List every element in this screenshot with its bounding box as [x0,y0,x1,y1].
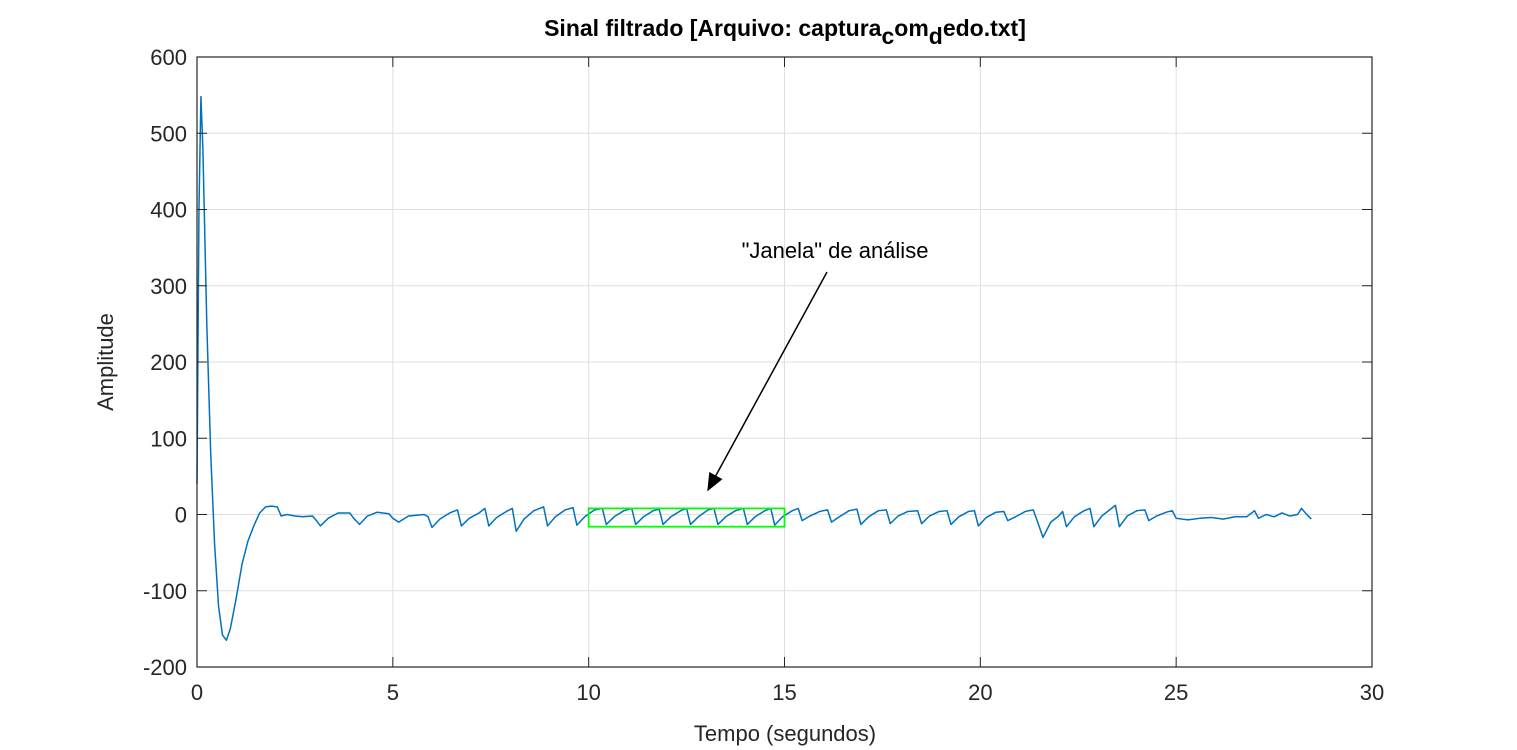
x-tick-label: 5 [387,680,399,705]
title-part: om [894,15,929,41]
x-axis-label: Tempo (segundos) [694,721,876,746]
annotation-arrow [707,271,828,492]
y-tick-label: 200 [150,350,187,375]
signal-line [196,95,1312,642]
y-axis-label: Amplitude [93,313,118,411]
y-tick-label: 100 [150,426,187,451]
x-tick-label: 15 [772,680,796,705]
x-tick-label: 20 [968,680,992,705]
title-part: edo.txt] [943,15,1026,41]
y-tick-label: -200 [143,655,187,680]
x-tick-label: 10 [576,680,600,705]
plot-area [196,95,1312,642]
y-tick-label: 0 [175,503,187,528]
x-tick-label: 0 [191,680,203,705]
title-part: d [929,23,943,49]
analysis-window [587,507,786,528]
annotation: "Janela" de análise [742,238,929,263]
y-tick-label: 300 [150,274,187,299]
grid [196,56,1373,668]
y-tick-label: 500 [150,121,187,146]
y-tick-label: -100 [143,579,187,604]
title-part: c [881,23,894,49]
title-part: Sinal filtrado [Arquivo: captura [544,15,882,41]
x-tick-label: 25 [1164,680,1188,705]
chart-title: Sinal filtrado [Arquivo: capturacomdedo.… [544,15,1026,49]
x-tick-label: 30 [1360,680,1384,705]
y-tick-label: 600 [150,45,187,70]
y-tick-label: 400 [150,198,187,223]
